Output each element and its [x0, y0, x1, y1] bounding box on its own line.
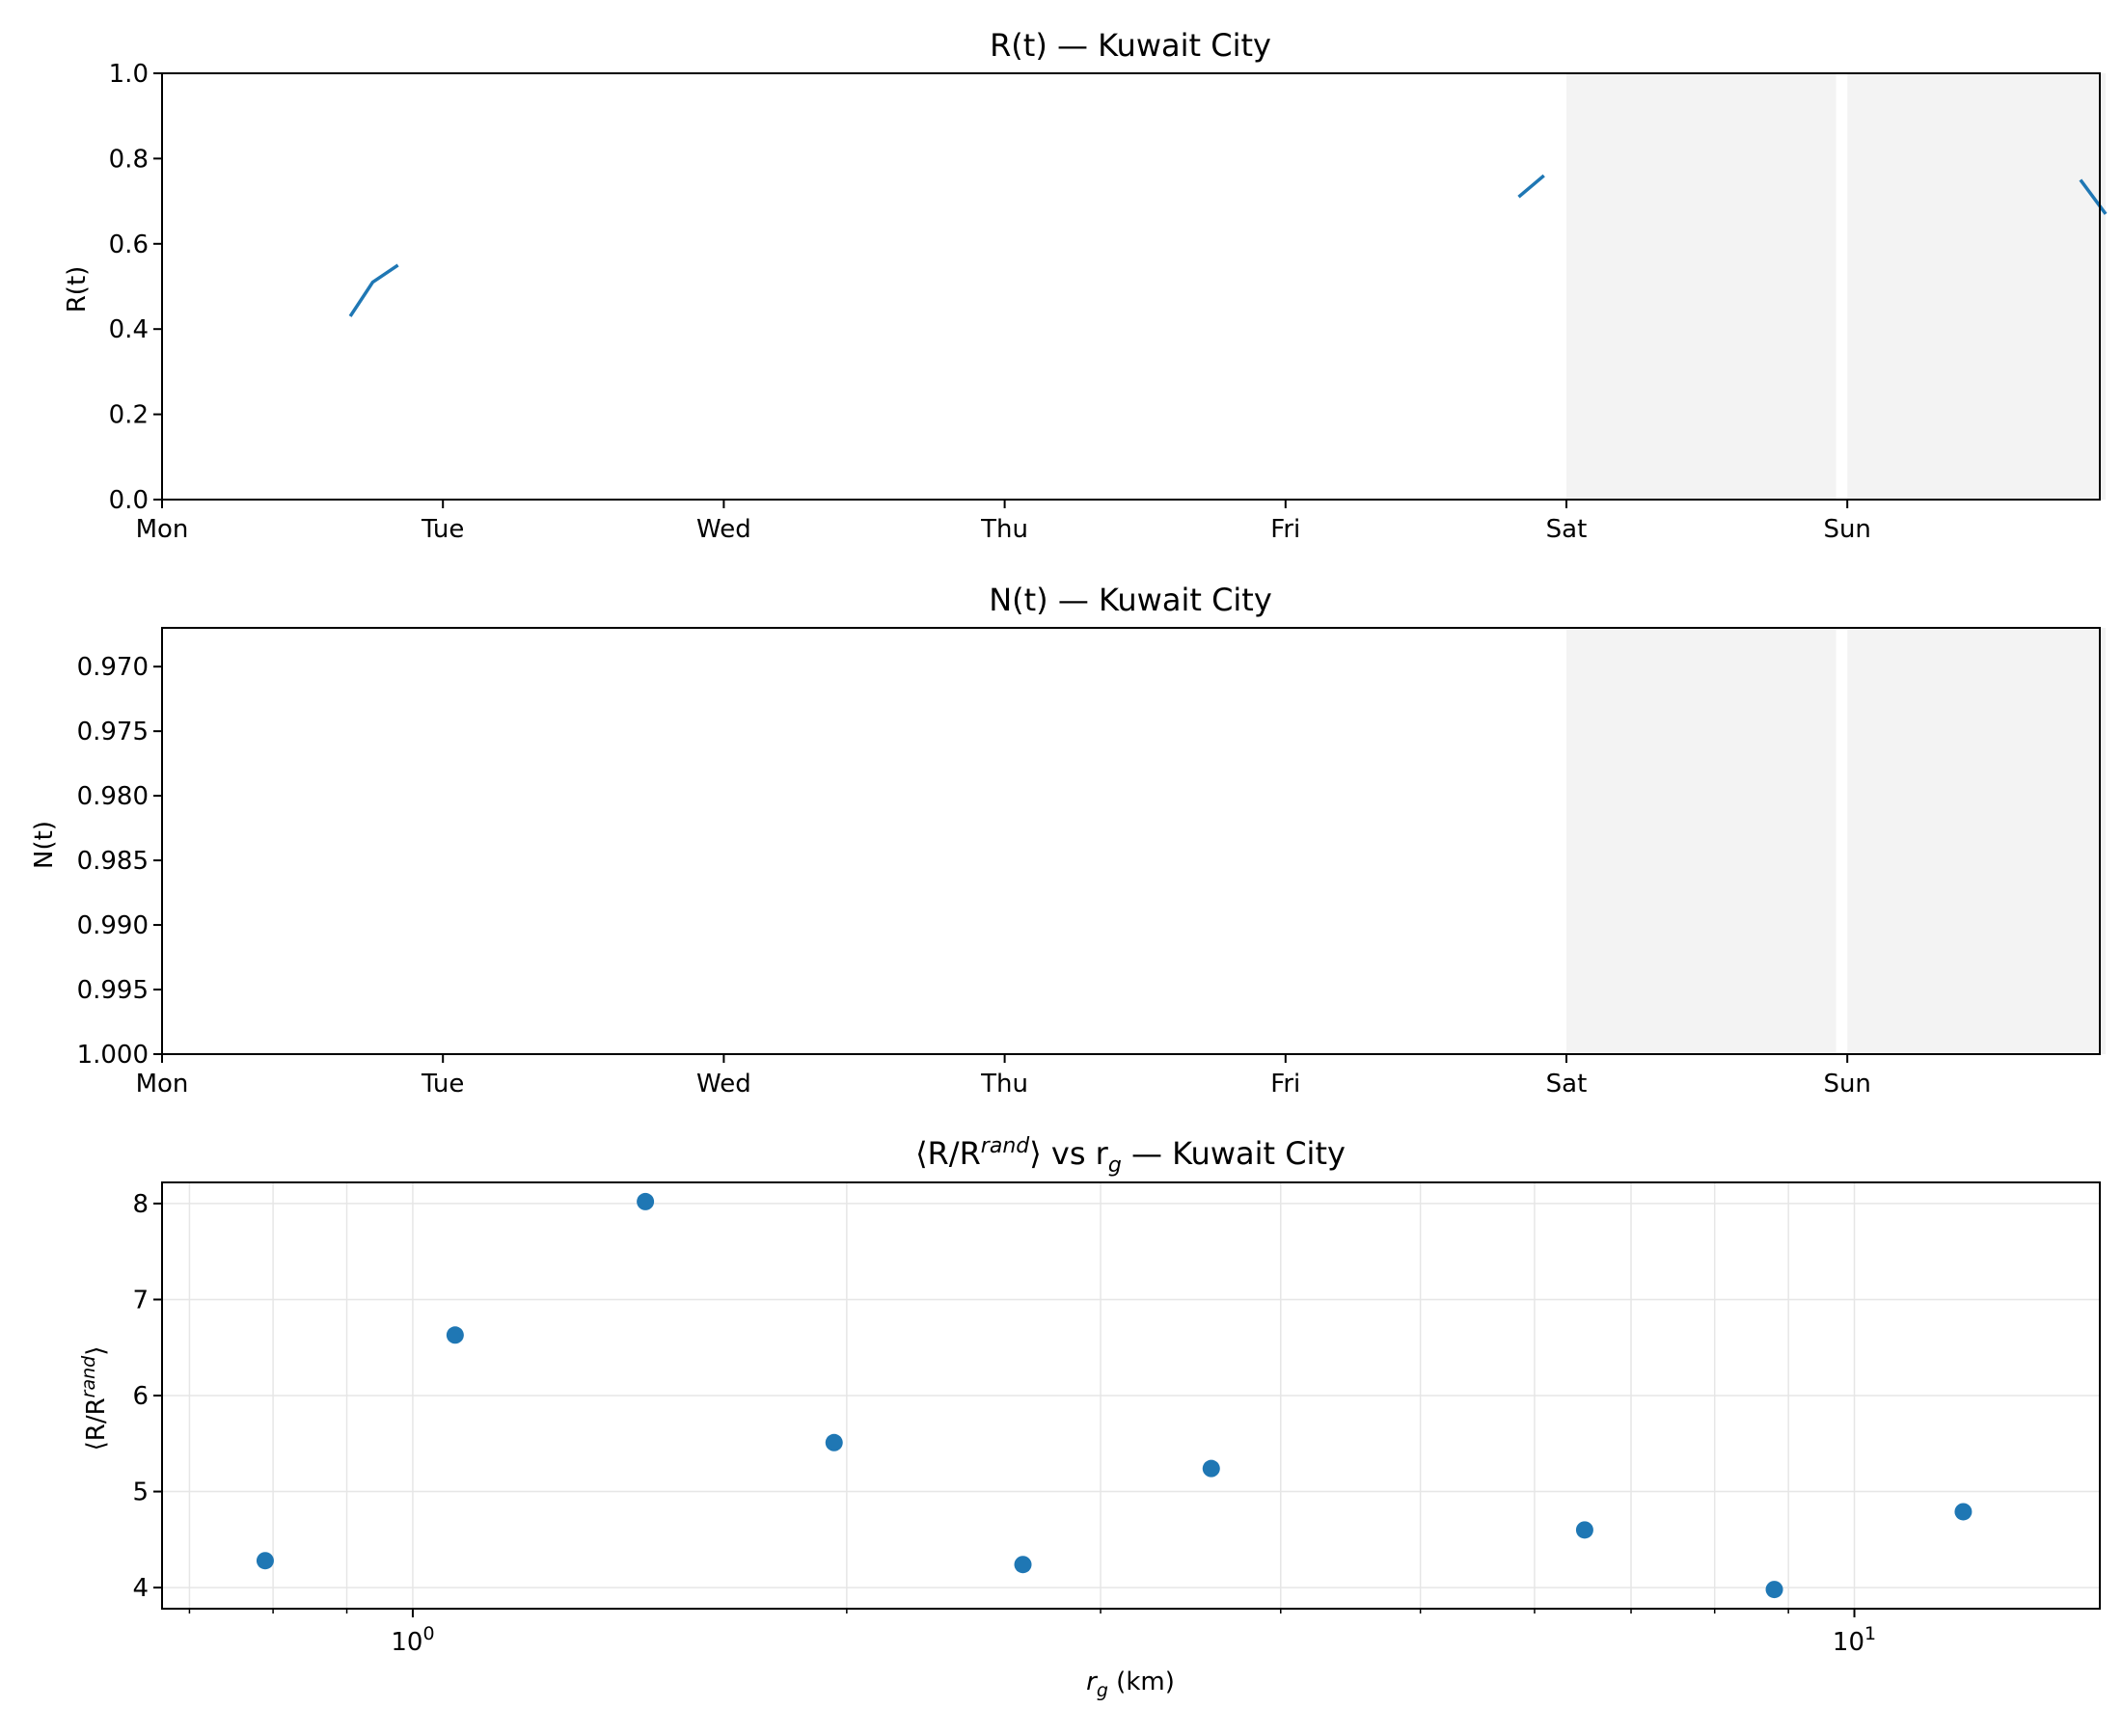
- scatter-x-tick-label: 100: [391, 1623, 434, 1657]
- scatter-chart-title: ⟨R/Rrand⟩ vs rg — Kuwait City: [915, 1134, 1346, 1178]
- n-x-tick-label: Fri: [1270, 1070, 1300, 1099]
- r-y-tick-label: 0.8: [109, 145, 149, 174]
- n-axes-frame: [161, 627, 2101, 1055]
- scatter-y-tick-label: 8: [132, 1190, 149, 1219]
- n-chart-title: N(t) — Kuwait City: [989, 582, 1272, 618]
- r-series-line: [348, 263, 399, 317]
- n-x-tick-label: Sat: [1546, 1070, 1588, 1099]
- n-y-tick-label: 0.970: [77, 653, 149, 682]
- scatter-y-tick-label: 7: [132, 1286, 149, 1315]
- scatter-point: [1575, 1521, 1593, 1539]
- n-weekend-shade: [1566, 628, 1836, 1054]
- r-x-tick-label: Sun: [1823, 515, 1870, 544]
- n-y-tick-label: 0.985: [77, 847, 149, 876]
- r-y-tick-label: 0.0: [109, 486, 149, 515]
- n-y-axis-label: N(t): [30, 821, 59, 869]
- ratio-vs-rg-chart: ⟨R/Rrand⟩ vs rg — Kuwait City 100 101 4 5 6 7…: [78, 1134, 2101, 1701]
- r-x-tick-label: Sat: [1546, 515, 1588, 544]
- n-y-tick-label: 0.980: [77, 782, 149, 811]
- r-series-line: [2079, 178, 2108, 215]
- scatter-x-tick-label: 101: [1833, 1623, 1876, 1657]
- n-x-tick-label: Sun: [1823, 1070, 1870, 1099]
- n-y-tick-label: 0.975: [77, 718, 149, 746]
- n-of-t-chart: N(t) — Kuwait City 0.9700.9750.9800.9850…: [30, 582, 2107, 1099]
- r-weekend-shade: [1847, 73, 2107, 500]
- scatter-y-tick-label: 5: [132, 1478, 149, 1507]
- r-y-tick-label: 0.4: [109, 315, 149, 344]
- n-x-tick-label: Tue: [421, 1070, 464, 1099]
- r-y-tick-label: 0.2: [109, 401, 149, 430]
- r-x-tick-label: Fri: [1270, 515, 1300, 544]
- r-x-tick-label: Mon: [136, 515, 189, 544]
- n-weekend-shade: [1847, 628, 2107, 1054]
- r-y-axis-label: R(t): [63, 266, 92, 313]
- scatter-point: [637, 1192, 655, 1210]
- scatter-y-tick-label: 4: [132, 1574, 149, 1603]
- n-y-tick-label: 0.990: [77, 911, 149, 940]
- scatter-point: [1014, 1556, 1032, 1574]
- scatter-plot-area: 100 101 4 5 6 7 8: [132, 1181, 2101, 1657]
- n-x-tick-label: Mon: [136, 1070, 189, 1099]
- r-y-tick-label: 1.0: [109, 60, 149, 89]
- r-x-tick-label: Wed: [696, 515, 751, 544]
- r-of-t-chart: R(t) — Kuwait City 0.0 0.2 0.4 0.6 0.8 1.0 Mon…: [63, 27, 2108, 544]
- r-y-tick-label: 0.6: [109, 231, 149, 259]
- scatter-point: [446, 1326, 464, 1344]
- scatter-point: [1202, 1459, 1220, 1478]
- n-y-tick-label: 0.995: [77, 976, 149, 1005]
- scatter-point: [256, 1552, 274, 1570]
- r-series-line: [1517, 174, 1545, 199]
- r-x-tick-label: Tue: [421, 515, 464, 544]
- r-x-tick-label: Thu: [980, 515, 1028, 544]
- scatter-y-tick-label: 6: [132, 1382, 149, 1411]
- scatter-point: [1765, 1581, 1783, 1599]
- scatter-point: [1954, 1503, 1972, 1521]
- scatter-point: [825, 1433, 843, 1451]
- n-x-tick-label: Thu: [980, 1070, 1028, 1099]
- n-y-tick-label: 1.000: [77, 1041, 149, 1070]
- r-plot-area: 0.0 0.2 0.4 0.6 0.8 1.0 Mon Tue Wed Thu Fri Sat Sun: [109, 60, 2108, 544]
- n-x-tick-label: Wed: [696, 1070, 751, 1099]
- scatter-y-axis-label: ⟨R/Rrand⟩: [78, 1346, 111, 1451]
- r-chart-title: R(t) — Kuwait City: [990, 27, 1271, 64]
- r-weekend-shade: [1566, 73, 1836, 500]
- r-axes-frame: [161, 72, 2101, 501]
- scatter-x-axis-label: rg (km): [1086, 1668, 1175, 1701]
